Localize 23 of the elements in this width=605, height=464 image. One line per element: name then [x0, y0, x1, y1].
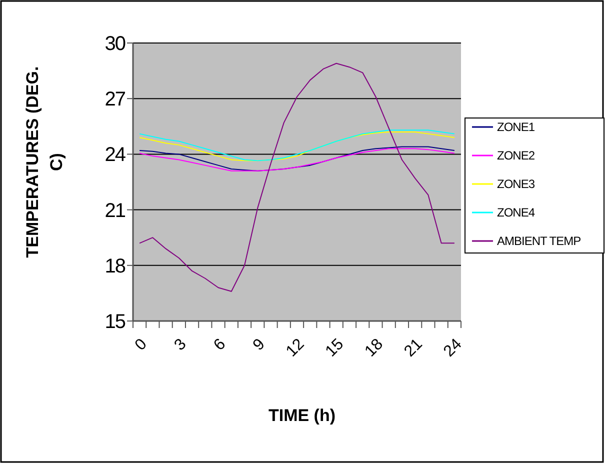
legend-label: ZONE3	[497, 177, 536, 192]
legend-label: ZONE1	[497, 120, 536, 134]
x-tick-label: 0	[132, 336, 150, 354]
line-series	[139, 62, 455, 292]
x-axis-title: TIME (h)	[268, 406, 336, 425]
x-tick-label: 15	[322, 336, 348, 360]
y-axis-title: TEMPERATURES (DEG. C)	[23, 66, 66, 258]
x-tick-label: 24	[440, 336, 466, 360]
y-tick-label: 18	[104, 255, 126, 278]
y-tick-label: 15	[104, 311, 126, 333]
y-tick-label: 30	[104, 33, 126, 55]
x-tick-label: 12	[283, 336, 308, 360]
x-tick-label: 21	[401, 336, 426, 360]
legend-label: AMBIENT TEMP	[497, 234, 582, 248]
y-tick-label: 21	[104, 200, 126, 222]
y-tick-label: 27	[104, 88, 126, 111]
y-tick-label: 24	[104, 144, 126, 166]
x-tick-label: 9	[250, 336, 268, 354]
x-tick-label: 6	[210, 336, 230, 354]
legend-label: ZONE2	[497, 148, 536, 163]
legend-label: ZONE4	[497, 206, 536, 220]
x-tick-label: 18	[362, 336, 387, 360]
x-tick-label: 3	[171, 336, 190, 354]
